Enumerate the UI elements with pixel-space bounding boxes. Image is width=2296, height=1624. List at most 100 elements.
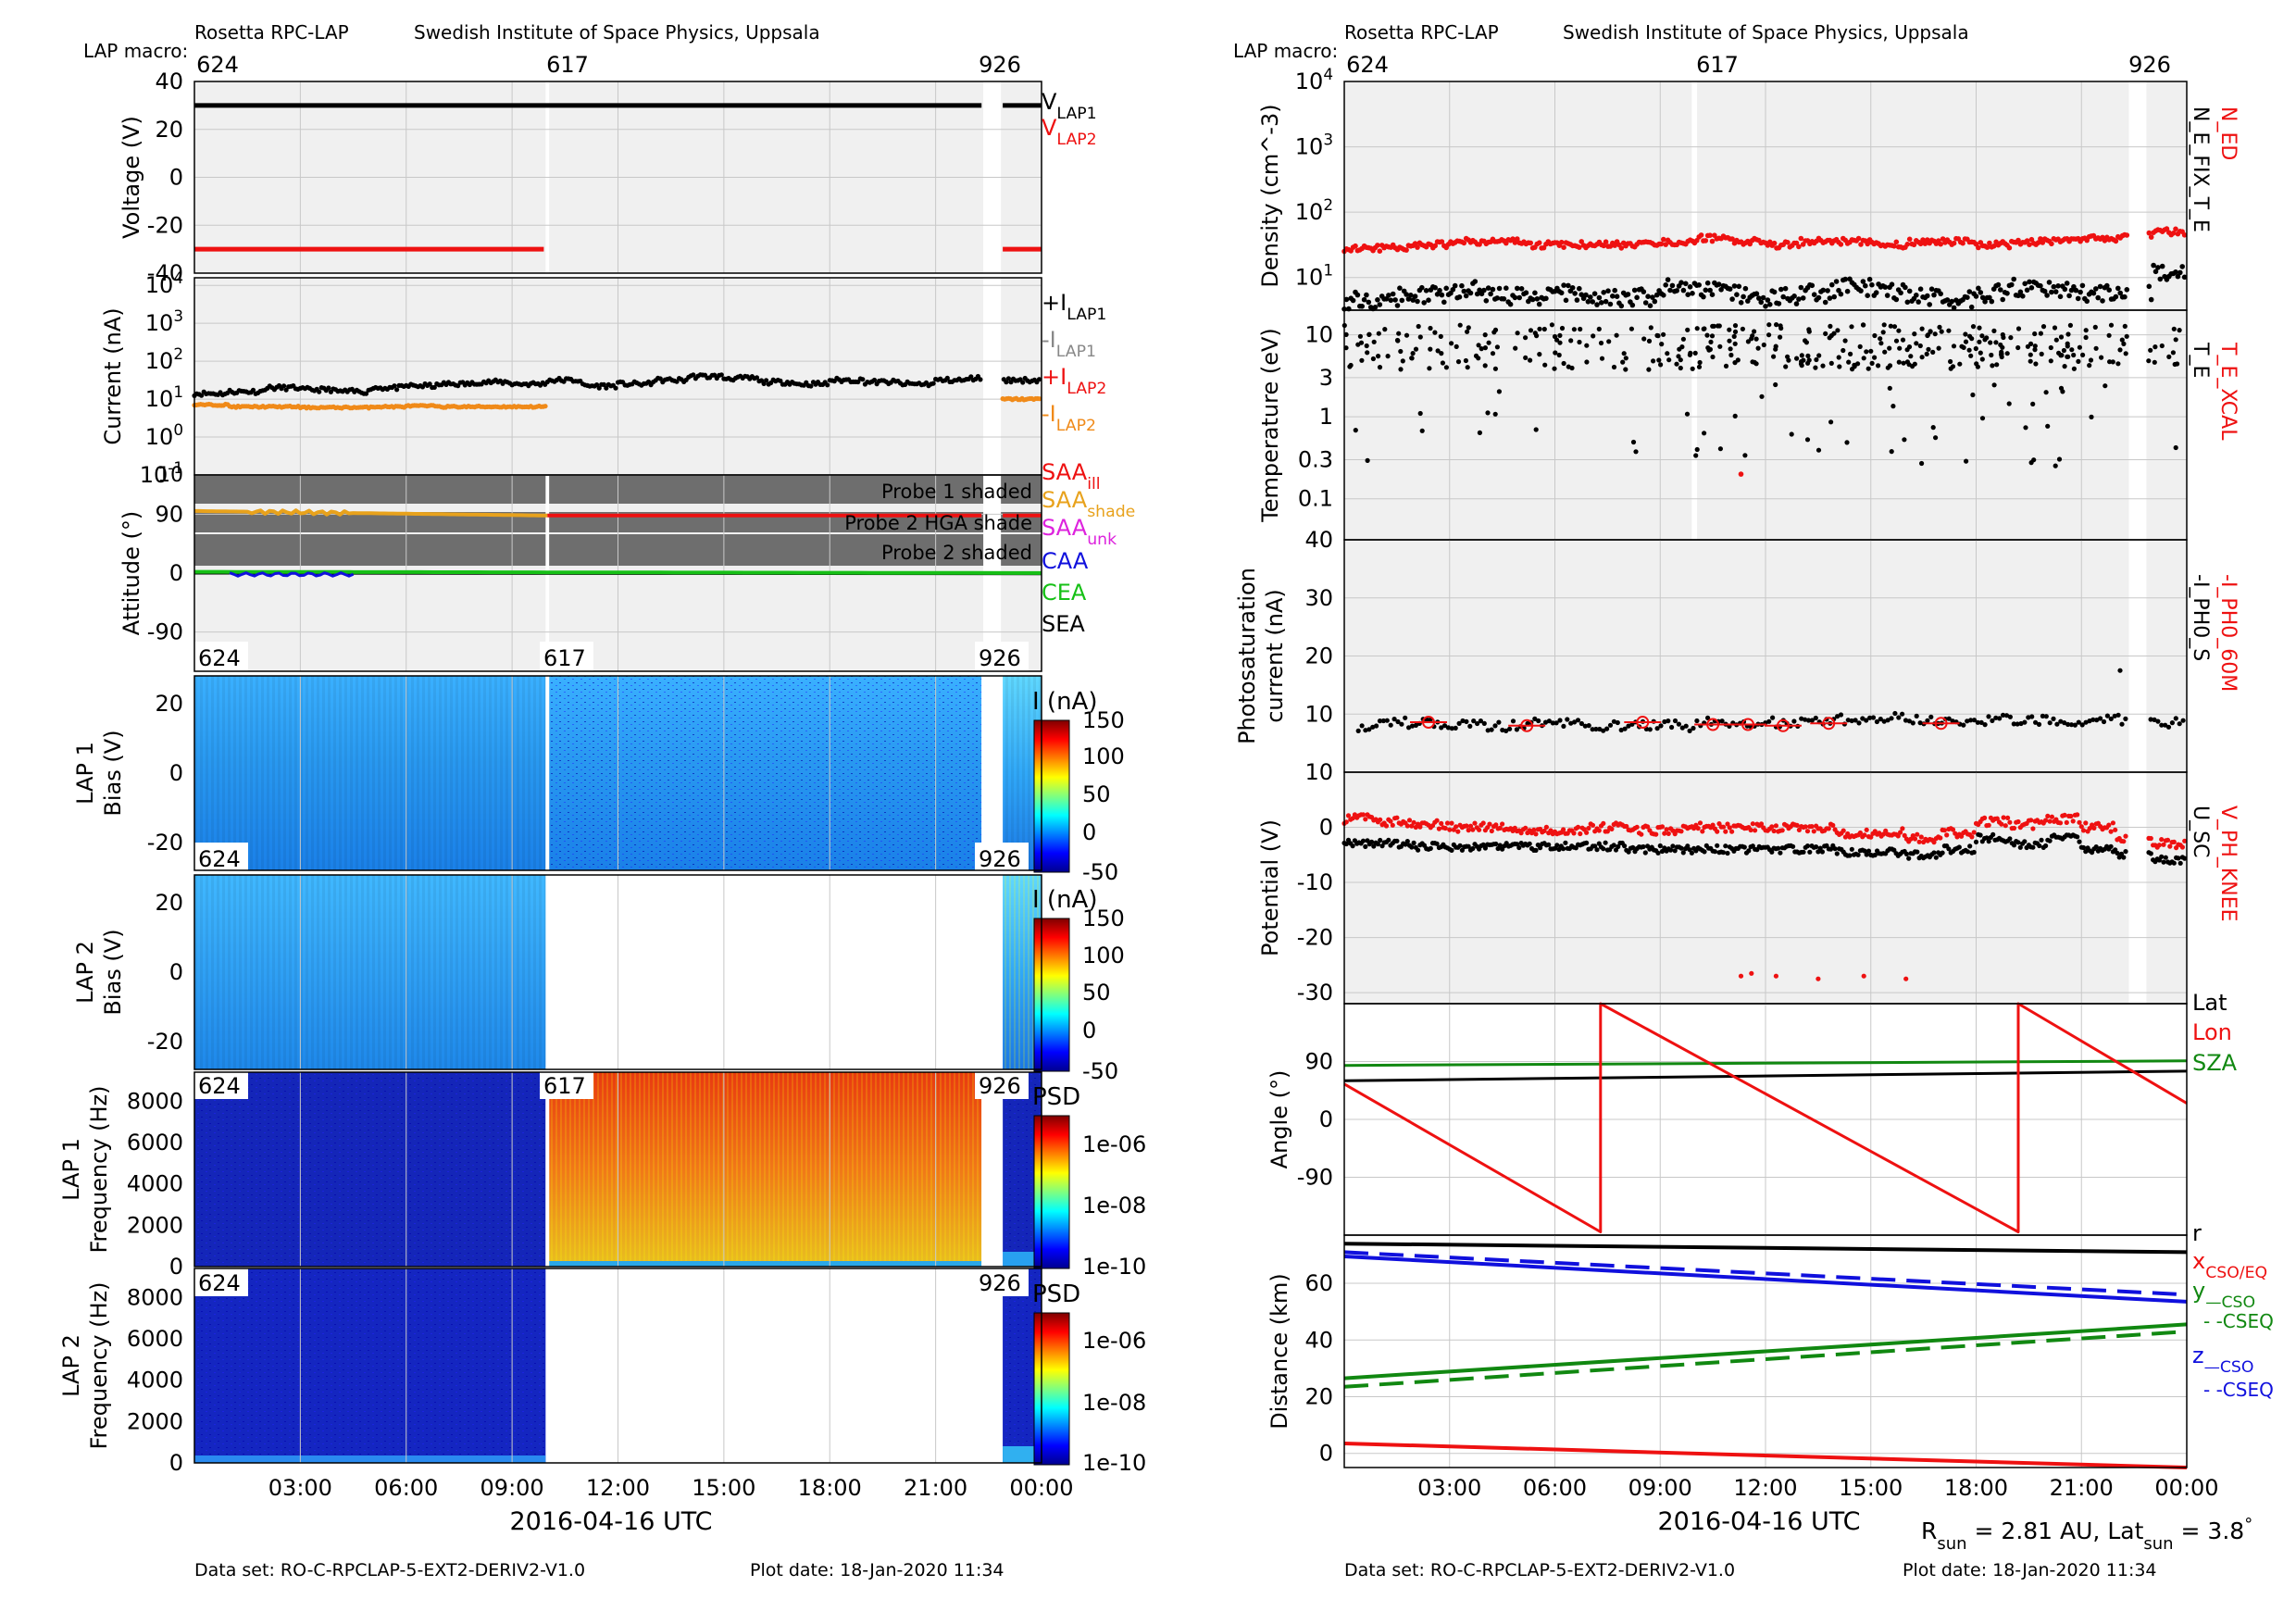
lap1-freq-colorbar (1033, 1115, 1070, 1269)
temperature-point (1914, 341, 1919, 346)
temperature-point (1697, 359, 1703, 366)
temperature-point (1680, 336, 1686, 342)
photosat-point (2119, 721, 2125, 727)
density-nefix-point (1421, 300, 1427, 306)
current-lap1-point (764, 378, 769, 383)
photosat-point (2112, 713, 2117, 718)
density-nefix-point (1827, 295, 1833, 301)
temperature-point (1728, 346, 1733, 352)
current-lap1-point (978, 377, 983, 382)
data-gap (2128, 772, 2147, 1004)
temperature-point (1876, 363, 1881, 369)
temperature-point (2056, 350, 2062, 356)
temperature-point (1766, 322, 1772, 328)
potential-usc-point (2118, 851, 2125, 856)
potential-usc-point (1984, 835, 1990, 841)
temperature-point (1584, 343, 1590, 348)
legend-vlap1: VLAP1 (1042, 89, 1097, 123)
potential-vph-point (1596, 828, 1602, 833)
potential-vph-point (1464, 823, 1469, 829)
current-tick: 101 (145, 382, 183, 412)
temperature-point (1596, 326, 1602, 331)
temperature-point (1523, 335, 1529, 341)
density-nefix-point (1678, 280, 1684, 286)
potential-vph-point (1803, 824, 1808, 830)
footer-dataset-right: Data set: RO-C-RPCLAP-5-EXT2-DERIV2-V1.0 (1344, 1560, 1735, 1580)
density-tick: 102 (1295, 195, 1333, 225)
density-ned-point (1515, 236, 1520, 242)
photosat-point (1766, 718, 1772, 724)
temperature-point (1692, 350, 1698, 356)
density-nefix-point (1459, 282, 1465, 289)
photosat-point (2065, 721, 2071, 728)
temperature-point (1491, 330, 1497, 335)
potential-usc-point (1365, 838, 1370, 843)
density-nefix-point (1516, 294, 1522, 301)
potential-usc-point (1819, 849, 1825, 855)
density-nefix-point (1811, 292, 1817, 298)
temperature-point (1492, 411, 1498, 417)
temperature-point (1599, 356, 1605, 361)
potential-vph-point (1969, 834, 1975, 840)
temperature-point (1427, 366, 1432, 371)
potential-usc-point (2022, 839, 2028, 844)
potential-vph-point (1720, 824, 1727, 830)
lap2-freq-texture (194, 1268, 546, 1463)
photosat-point (1849, 718, 1854, 724)
density-nefix-point (1515, 285, 1520, 292)
potential-usc-point (1434, 841, 1440, 846)
current-lap1-point (326, 385, 331, 391)
potential-vph-point (1830, 822, 1836, 829)
temperature-point (1658, 362, 1664, 368)
temperature-point (1990, 363, 1995, 369)
photosat-point (1514, 727, 1519, 732)
lap1-bias-colorbar-tick: 0 (1082, 819, 1096, 845)
potential-vph-point (1575, 824, 1581, 831)
temperature-point (1371, 339, 1377, 344)
density-ned-point (1865, 241, 1870, 247)
photosat-point (1403, 715, 1408, 720)
current-lap1-point (944, 375, 950, 381)
temperature-point (1761, 342, 1766, 348)
temperature-point (2058, 385, 2065, 391)
temperature-point (1841, 347, 1846, 354)
temperature-point (1353, 428, 1358, 433)
density-nefix-point (1650, 294, 1655, 300)
temperature-point (2056, 456, 2063, 462)
lap2-freq-tick: 2000 (127, 1408, 183, 1434)
potential-vph-point (1900, 826, 1905, 831)
temperature-point (1552, 366, 1557, 371)
photosat-point (1586, 723, 1591, 729)
current-lap1-point (596, 385, 602, 391)
potential-vph-point (2091, 825, 2097, 831)
temperature-point (1641, 336, 1647, 342)
density-ylabel: Density (cm^-3) (1257, 104, 1283, 287)
photosat-point (1647, 727, 1653, 732)
density-nefix-point (2084, 298, 2090, 305)
potential-vph-point (2030, 826, 2036, 831)
density-nefix-point (2022, 281, 2028, 287)
potential-vph-point (2113, 827, 2118, 832)
temperature-point (1936, 345, 1941, 351)
potential-vph-point (1350, 816, 1355, 821)
density-nefix-point (1898, 290, 1903, 296)
potential-vph-point (1634, 824, 1640, 830)
potential-usc-point (1956, 844, 1962, 850)
density-ned-point (1938, 241, 1943, 247)
photosat-point (2026, 715, 2031, 720)
temperature-point (1679, 344, 1685, 350)
density-nefix-point (1758, 299, 1764, 306)
density-nefix-point (1437, 287, 1442, 294)
density-tick: 101 (1295, 261, 1333, 291)
temperature-point (1727, 327, 1732, 332)
density-nefix-point (2041, 288, 2048, 294)
potential-vph-point (2161, 842, 2166, 847)
potential-vph-point (1489, 828, 1494, 834)
potential-usc-point (1563, 840, 1568, 845)
density-nefix-point (1820, 287, 1827, 294)
photosat-point (1557, 718, 1563, 723)
density-nefix-point (1765, 297, 1771, 303)
temperature-point (1707, 346, 1713, 352)
photosat-point (2098, 716, 2103, 721)
potential-usc-point (1849, 846, 1854, 852)
